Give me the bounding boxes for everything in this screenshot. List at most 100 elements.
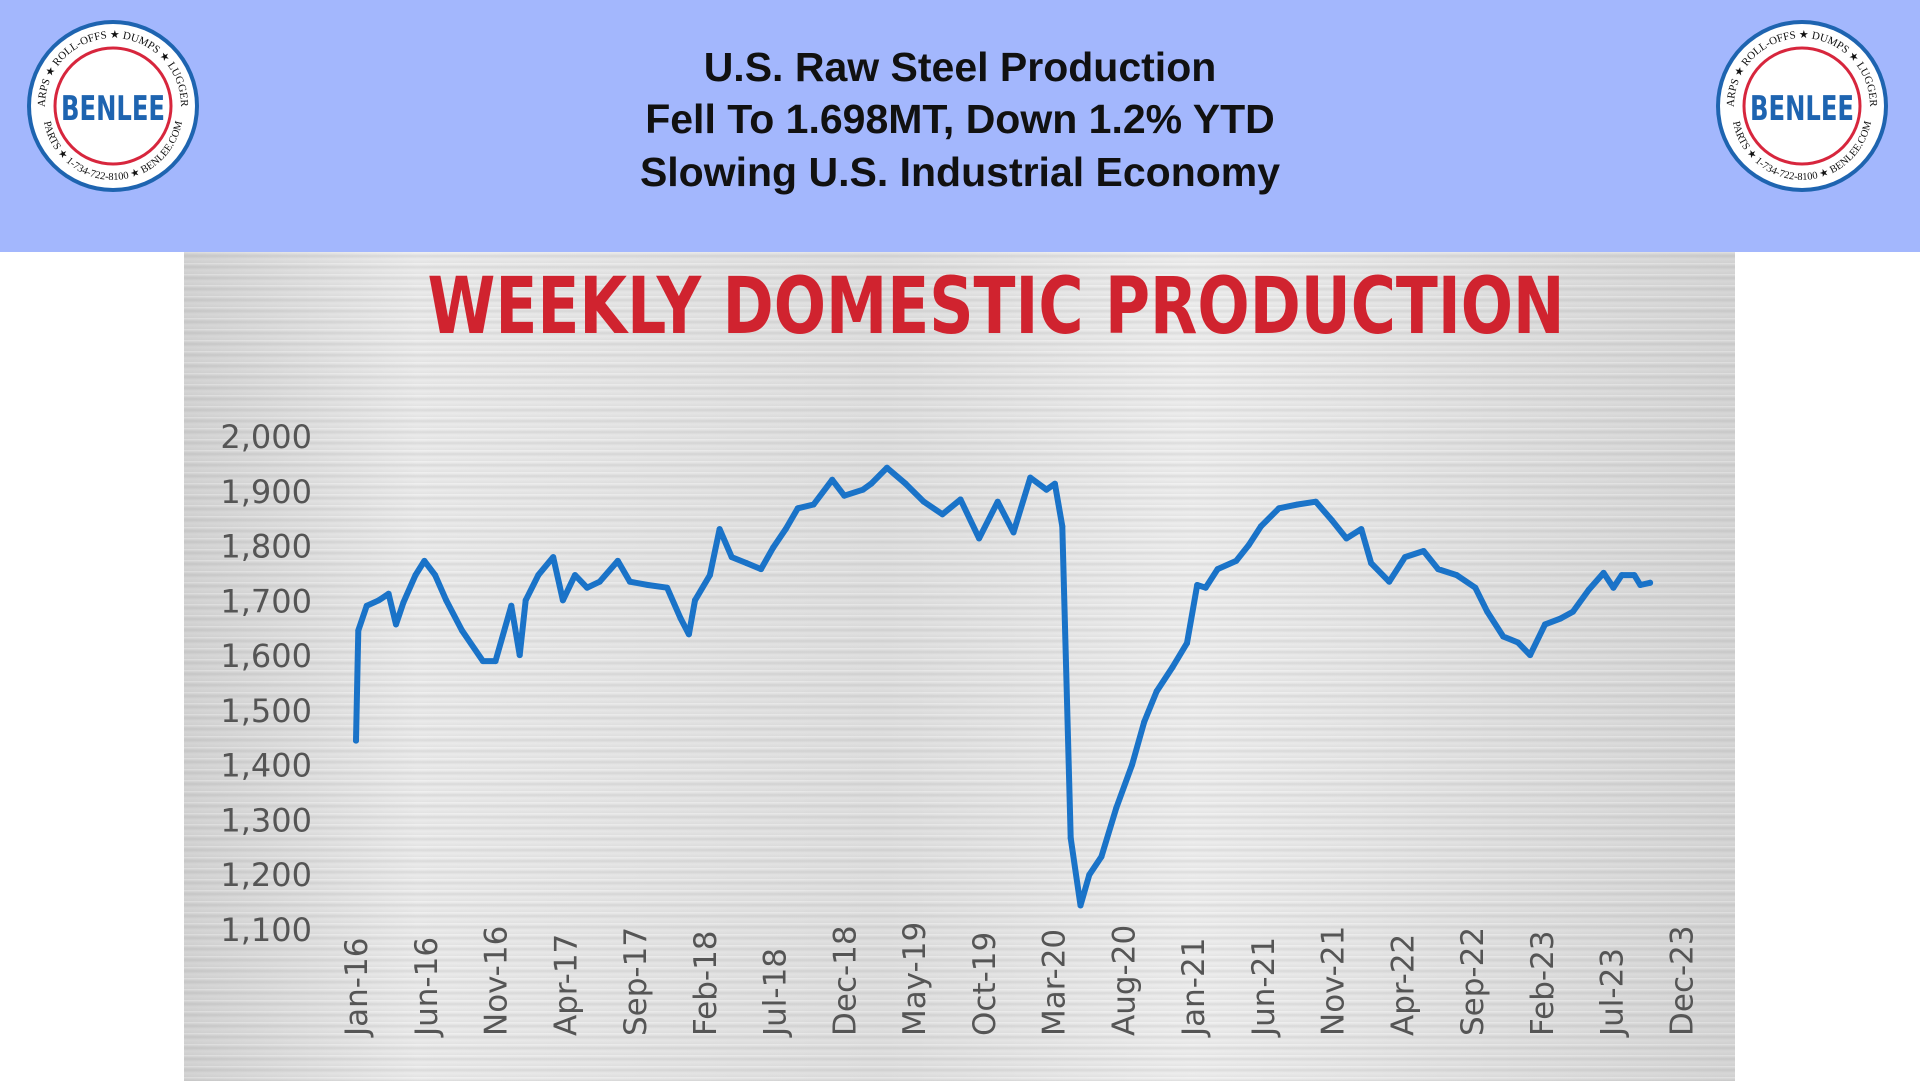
logo-brand: BENLEE — [61, 89, 165, 129]
data-point — [1276, 505, 1282, 512]
data-point — [1542, 621, 1548, 628]
data-point — [1500, 633, 1507, 640]
data-point — [1585, 586, 1592, 593]
data-point — [1368, 560, 1375, 567]
data-point — [1610, 584, 1617, 591]
data-point — [1153, 688, 1160, 695]
data-point — [1141, 718, 1148, 725]
data-point — [1010, 529, 1017, 536]
data-point — [1051, 480, 1058, 487]
data-point — [1086, 871, 1093, 878]
data-point — [1515, 639, 1521, 646]
data-point — [572, 572, 578, 579]
data-point — [743, 560, 750, 567]
y-tick-label: 1,800 — [220, 528, 312, 566]
data-point — [1214, 566, 1221, 573]
x-tick-label: Sep-22 — [1455, 927, 1491, 1036]
data-point — [994, 498, 1001, 505]
x-tick-label: Jan-21 — [1176, 938, 1212, 1038]
x-tick-label: Feb-23 — [1525, 930, 1561, 1036]
data-point — [596, 578, 603, 585]
x-tick-label: Nov-16 — [479, 926, 515, 1036]
data-point — [1453, 572, 1460, 579]
data-point — [1184, 640, 1190, 647]
y-tick-label: 1,500 — [220, 692, 312, 730]
y-tick-label: 1,900 — [220, 473, 312, 511]
headline-line-3: Slowing U.S. Industrial Economy — [639, 149, 1281, 195]
x-tick-label: Sep-17 — [618, 927, 654, 1036]
data-point — [782, 526, 789, 533]
data-point — [421, 557, 428, 564]
data-point — [677, 615, 684, 622]
data-point — [902, 480, 909, 487]
data-point — [1027, 474, 1034, 481]
data-point — [1618, 572, 1625, 579]
x-tick-label: Jul-23 — [1595, 948, 1631, 1038]
data-point — [459, 627, 465, 634]
data-point — [1484, 608, 1491, 615]
x-tick-label: Apr-17 — [548, 934, 584, 1036]
data-point — [829, 476, 836, 483]
data-point — [1647, 579, 1654, 586]
data-point — [1329, 517, 1335, 524]
data-point — [728, 554, 735, 561]
x-tick-label: Jan-16 — [339, 938, 375, 1038]
data-point — [884, 464, 890, 471]
data-point — [1257, 523, 1264, 530]
data-point — [868, 480, 875, 487]
x-tick-label: Jun-21 — [1246, 937, 1282, 1038]
y-axis: 2,000 1,900 1,800 1,700 1,600 1,500 1,400 1,300… — [220, 418, 312, 949]
x-tick-label: Dec-18 — [827, 925, 863, 1036]
y-tick-label: 2,000 — [220, 418, 312, 456]
chart-panel — [184, 252, 1735, 1081]
data-point — [976, 535, 983, 542]
header-banner: U.S. Raw Steel Production Fell To 1.698M… — [0, 0, 1920, 252]
data-point — [1113, 804, 1120, 811]
chart-title: WEEKLY DOMESTIC PRODUCTION — [428, 262, 1565, 352]
x-tick-label: Nov-21 — [1316, 926, 1352, 1036]
data-point — [614, 557, 621, 564]
data-point — [810, 501, 817, 508]
data-point — [1386, 578, 1393, 585]
x-tick-label: Feb-18 — [688, 930, 724, 1036]
production-series-line — [353, 464, 1654, 909]
data-point — [385, 590, 392, 597]
data-point — [957, 496, 964, 503]
benlee-logo-left: BENLEE — [25, 18, 201, 194]
data-point — [645, 582, 651, 588]
data-point — [479, 658, 486, 665]
data-point — [516, 652, 523, 659]
data-point — [363, 602, 370, 609]
data-point — [692, 597, 698, 604]
data-point — [1557, 615, 1564, 622]
y-tick-label: 1,700 — [220, 582, 312, 620]
data-point — [1294, 501, 1301, 508]
data-point — [716, 526, 723, 533]
data-point — [1637, 582, 1644, 588]
data-point — [1169, 664, 1176, 671]
data-point — [522, 597, 529, 604]
data-point — [559, 597, 566, 604]
data-point — [1059, 523, 1066, 530]
data-point — [1435, 566, 1442, 573]
headline-line-1: U.S. Raw Steel Production — [703, 44, 1217, 90]
data-point — [1129, 761, 1136, 768]
data-point — [706, 572, 713, 579]
data-point — [1343, 535, 1350, 542]
x-tick-label: Mar-20 — [1037, 929, 1073, 1036]
data-point — [1420, 548, 1427, 554]
data-point — [685, 631, 692, 638]
data-point — [794, 505, 801, 512]
x-tick-label: Dec-23 — [1664, 925, 1700, 1036]
data-point — [841, 492, 848, 499]
x-tick-label: Aug-20 — [1106, 925, 1142, 1036]
data-point — [1098, 853, 1105, 860]
x-axis: Jan-16 Jun-16 Nov-16 Apr-17 Sep-17 Feb-18 Jul-… — [339, 922, 1700, 1038]
data-point — [400, 599, 407, 606]
data-point — [492, 658, 499, 665]
data-point — [1569, 608, 1576, 615]
data-point — [1043, 486, 1050, 493]
data-point — [393, 621, 399, 628]
data-point — [1472, 584, 1479, 591]
data-point — [1631, 572, 1638, 579]
